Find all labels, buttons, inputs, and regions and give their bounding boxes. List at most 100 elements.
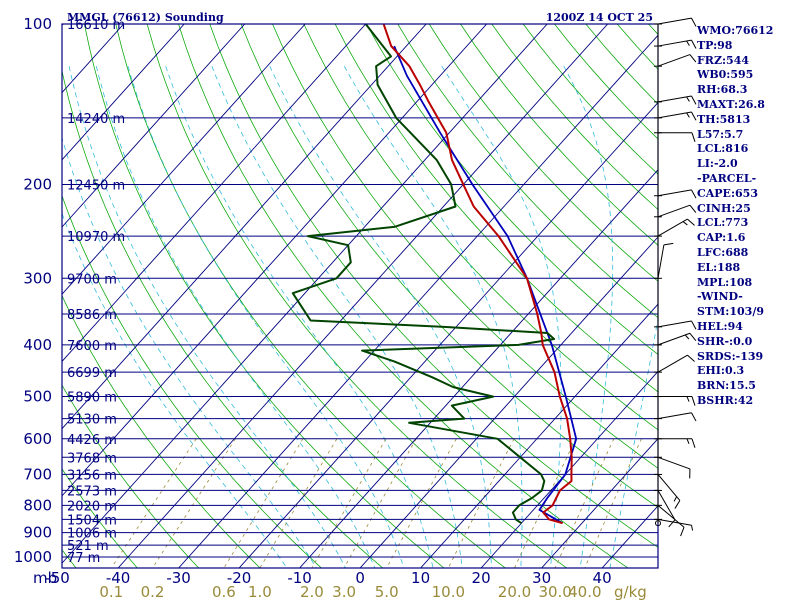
index-item: LCL:773: [697, 216, 749, 230]
index-item: LCL:816: [697, 142, 749, 156]
temperature-tick-label: -10: [287, 569, 312, 587]
wind-barb-shaft: [657, 111, 692, 119]
index-item: SRDS:-139: [697, 349, 764, 363]
wind-barb-half: [684, 334, 690, 340]
wind-barb-shaft: [657, 189, 692, 197]
wind-barb-half: [673, 496, 678, 502]
dry-adiabat-line: [83, 24, 445, 568]
index-item: CAPE:653: [697, 186, 758, 200]
temperature-tick-label: -50: [45, 569, 70, 587]
index-item: FRZ:544: [697, 53, 750, 67]
mixing-ratio-tick-label: 0.1: [99, 583, 123, 600]
wind-barb-flag: [691, 132, 696, 142]
wind-barb-half: [686, 396, 690, 402]
index-item: EL:188: [697, 260, 741, 274]
wind-barb: [654, 473, 681, 509]
mixing-ratio-tick-label: 5.0: [375, 583, 399, 600]
dry-adiabat-line: [460, 24, 658, 246]
index-item: BRN:15.5: [697, 379, 756, 393]
wind-barb-flag: [689, 332, 697, 342]
index-item: L57:5.7: [697, 127, 744, 141]
pressure-label: 400: [23, 336, 52, 354]
isotherm-line: [238, 101, 658, 568]
wind-barb-shaft: [657, 244, 665, 279]
dry-adiabat-line: [62, 468, 138, 568]
wind-barb-half: [686, 96, 690, 102]
moist-adiabat-line: [95, 66, 376, 568]
wind-barb-flag: [687, 218, 695, 226]
wind-barb-flag: [691, 189, 697, 199]
wind-barb-flag: [663, 242, 674, 246]
mixing-ratio-line: [447, 438, 515, 568]
mixing-ratio-unit-label: g/kg: [614, 583, 647, 600]
wind-barb: [654, 242, 674, 279]
isotherm-line: [359, 236, 658, 568]
isotherm-line: [62, 24, 246, 228]
dry-adiabat-line: [62, 194, 322, 568]
index-item: HEL:94: [697, 319, 743, 333]
dry-adiabat-line: [334, 24, 658, 393]
wind-barb-shaft: [657, 54, 691, 67]
height-label: 12450 m: [67, 178, 125, 193]
dry-adiabat-line: [303, 24, 658, 431]
index-item: BSHR:42: [697, 393, 754, 407]
wind-barb: [654, 204, 697, 218]
wind-barb: [654, 489, 676, 528]
wind-barb-flag: [691, 111, 697, 121]
height-label: 77 m: [67, 551, 100, 566]
index-item: MAXT:26.8: [697, 97, 765, 111]
dry-adiabat-line: [62, 69, 384, 568]
height-label: 1006 m: [67, 527, 117, 542]
mixing-ratio-tick-label: 2.0: [300, 583, 324, 600]
mixing-ratio-tick-label: 20.0: [498, 583, 531, 600]
mixing-ratio-line: [584, 438, 642, 568]
wind-barb: [654, 111, 697, 121]
dry-adiabat-line: [366, 24, 658, 355]
wind-barb-shaft: [657, 95, 692, 103]
wind-barb: [654, 95, 697, 105]
wind-barb-shaft: [657, 504, 685, 528]
wind-barb: [654, 189, 697, 199]
wind-barb-shaft: [657, 412, 692, 420]
mixing-ratio-tick-label: 1.0: [248, 583, 272, 600]
height-label: 1504 m: [67, 513, 117, 528]
temperature-tick-label: -40: [106, 569, 131, 587]
wind-barb-flag: [687, 354, 695, 362]
height-label: 16610 m: [67, 18, 125, 33]
height-label: 6699 m: [67, 366, 117, 381]
profiles: [291, 24, 578, 525]
wind-barb-shaft: [657, 218, 688, 237]
wind-barb-half: [686, 438, 690, 444]
mixing-ratio-tick-label: 30.0: [538, 583, 571, 600]
parcel-trace: [393, 45, 578, 524]
pressure-label: 800: [23, 496, 52, 514]
temperature-tick-label: -20: [227, 569, 252, 587]
wind-barb-shaft: [657, 17, 692, 25]
mixing-ratio-line: [311, 438, 387, 568]
index-item: WMO:76612: [697, 24, 774, 37]
wind-barb: [654, 218, 695, 237]
mixing-ratio-line: [386, 438, 457, 568]
wind-barb-flag: [689, 54, 697, 63]
pressure-label: 1000: [14, 548, 52, 566]
wind-barb: [654, 332, 697, 346]
isotherms: [62, 24, 658, 568]
wind-calm-marker: [655, 520, 661, 527]
plot-area: [62, 24, 658, 568]
dry-adiabat-line: [428, 24, 658, 282]
mixing-ratio-tick-label: 40.0: [568, 583, 601, 600]
isotherm-line: [420, 303, 658, 568]
index-item: CAP:1.6: [697, 231, 746, 245]
dry-adiabat-line: [178, 24, 629, 568]
wind-profile: [654, 17, 697, 537]
height-label: 14240 m: [67, 112, 125, 127]
moist-adiabat-line: [343, 66, 523, 568]
wind-barb: [654, 54, 697, 67]
isotherm-line: [299, 169, 658, 568]
mixing-ratio-line: [343, 438, 417, 568]
mixing-ratio-line: [554, 438, 615, 568]
isotherm-line: [62, 24, 185, 161]
wind-barb-shaft: [657, 474, 681, 501]
pressure-label: 200: [23, 175, 52, 193]
height-label: 3768 m: [67, 451, 117, 466]
